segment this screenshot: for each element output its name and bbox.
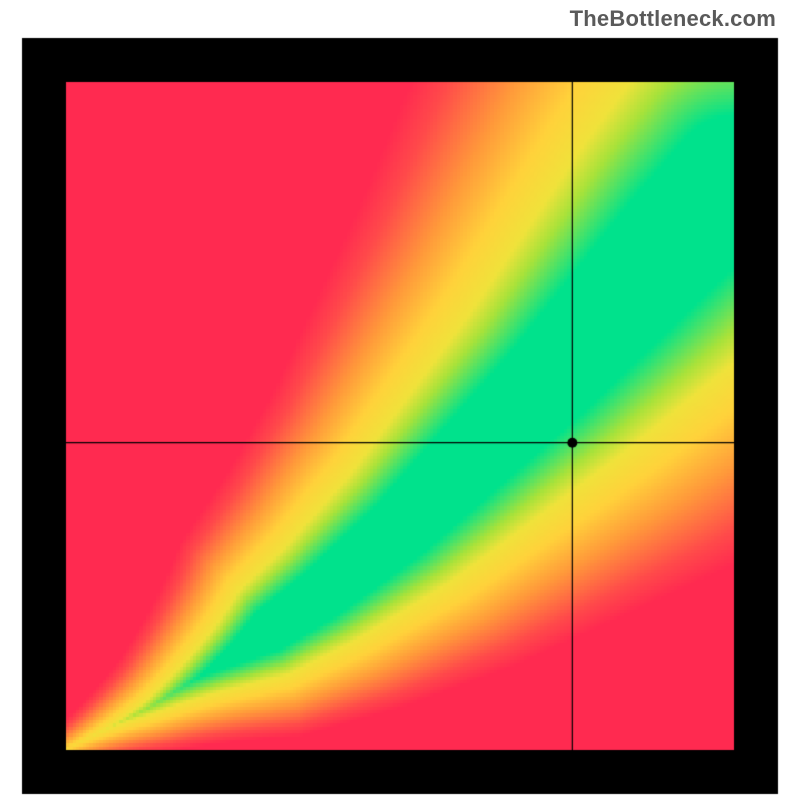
chart-container: TheBottleneck.com bbox=[0, 0, 800, 800]
bottleneck-heatmap bbox=[0, 0, 800, 800]
attribution-text: TheBottleneck.com bbox=[570, 6, 776, 32]
